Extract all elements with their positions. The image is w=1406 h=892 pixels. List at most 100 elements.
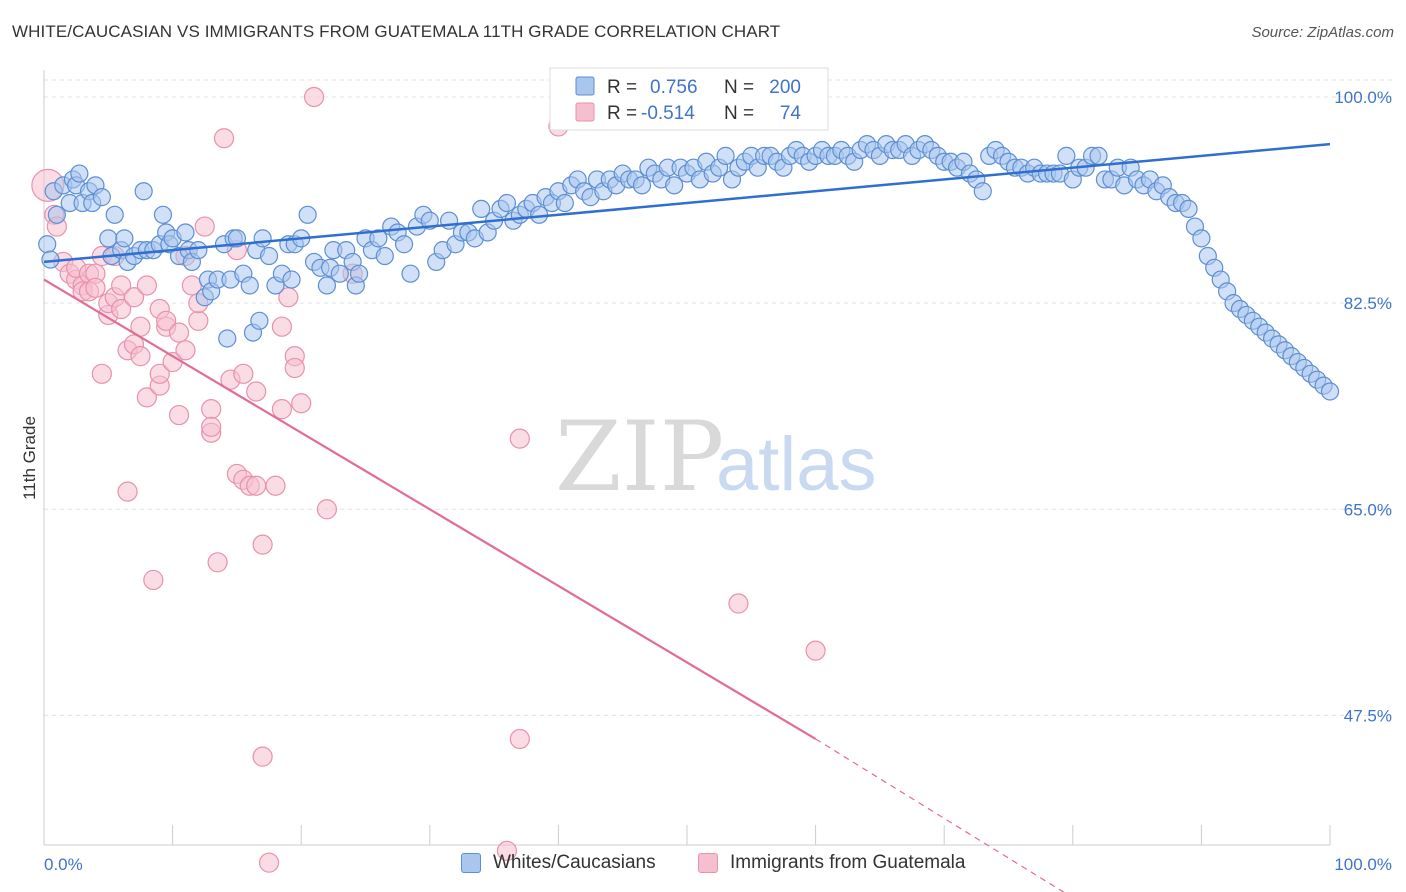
whites-point	[282, 270, 301, 289]
guatemala-point	[194, 216, 215, 237]
legend-swatch-whites	[461, 853, 481, 873]
legend-swatch-guatemala	[698, 853, 718, 873]
whites-point	[632, 176, 652, 195]
whites-point	[298, 205, 317, 224]
whites-point	[394, 235, 414, 254]
guatemala-point	[168, 322, 190, 343]
legend-swatch-blue	[575, 76, 595, 96]
guatemala-point	[496, 840, 518, 861]
whites-point	[250, 311, 269, 330]
whites-point	[472, 199, 491, 219]
guatemala-trend-extension	[815, 738, 1065, 892]
watermark-atlas: atlas	[716, 422, 877, 507]
whites-point	[665, 176, 684, 195]
y-tick-label: 65.0%	[1344, 500, 1392, 519]
guatemala-point	[111, 298, 132, 320]
whites-point	[134, 182, 153, 201]
whites-point	[105, 205, 124, 224]
guatemala-point	[233, 363, 254, 384]
whites-point	[349, 264, 369, 283]
watermark-zip: ZIP	[555, 401, 724, 513]
guatemala-point	[265, 475, 286, 496]
guatemala-point	[111, 275, 132, 296]
legend-n-value-1: 200	[769, 77, 801, 98]
series-whites-caucasians-points	[38, 135, 1340, 401]
legend-n-value-2: 74	[780, 103, 802, 124]
guatemala-point	[136, 275, 157, 296]
whites-point	[218, 329, 237, 348]
guatemala-point	[168, 404, 190, 426]
guatemala-point	[130, 346, 151, 367]
legend-r-label-2: R =	[607, 103, 637, 124]
whites-point	[70, 164, 89, 183]
guatemala-point	[201, 416, 222, 437]
y-axis-tick-labels: 47.5% 65.0% 82.5% 100.0%	[1334, 88, 1392, 725]
legend-item-whites: Whites/Caucasians	[461, 852, 656, 874]
guatemala-point	[271, 399, 293, 420]
bottom-legend: Whites/Caucasians Immigrants from Guatem…	[0, 852, 1406, 878]
guatemala-point	[117, 481, 138, 502]
legend-r-label-1: R =	[607, 77, 637, 98]
chart-title: WHITE/CAUCASIAN VS IMMIGRANTS FROM GUATE…	[12, 22, 781, 41]
whites-point	[92, 188, 111, 207]
y-tick-label: 82.5%	[1344, 294, 1392, 313]
guatemala-point	[91, 363, 112, 384]
legend-item-guatemala: Immigrants from Guatemala	[698, 852, 965, 874]
legend-n-label-1: N =	[724, 77, 754, 98]
whites-point	[176, 223, 195, 242]
watermark: ZIP atlas	[555, 401, 877, 513]
guatemala-point	[246, 381, 267, 402]
guatemala-point	[123, 287, 145, 308]
guatemala-point	[509, 428, 530, 449]
whites-point	[189, 241, 208, 260]
guatemala-point	[188, 310, 209, 331]
guatemala-point	[316, 499, 338, 520]
whites-point	[1179, 199, 1198, 219]
x-tick-label-min: 0.0%	[44, 855, 83, 874]
whites-point	[317, 276, 337, 295]
whites-point	[1192, 229, 1211, 248]
whites-point	[259, 246, 279, 266]
whites-point	[1320, 382, 1340, 401]
chart-source: Source: ZipAtlas.com	[1251, 24, 1394, 41]
guatemala-point	[509, 728, 530, 750]
correlation-legend: R = 0.756 N = 200 R = -0.514 N = 74	[549, 67, 829, 131]
legend-label-whites: Whites/Caucasians	[493, 852, 656, 873]
whites-point	[497, 193, 517, 213]
guatemala-point	[175, 340, 196, 361]
whites-point	[369, 229, 388, 248]
whites-point	[1057, 146, 1076, 165]
whites-point	[973, 182, 992, 201]
whites-point	[47, 205, 66, 224]
whites-point	[253, 229, 272, 248]
guatemala-point	[303, 86, 325, 108]
x-axis-ticks	[43, 825, 1331, 845]
whites-trend-line	[43, 142, 1331, 264]
legend-box	[549, 67, 829, 131]
trend-lines	[43, 142, 1331, 892]
whites-point	[401, 264, 420, 283]
y-axis-label: 11th Grade	[20, 416, 39, 500]
whites-point	[330, 264, 349, 283]
whites-point	[115, 229, 134, 248]
whites-point	[375, 246, 394, 266]
guatemala-point	[284, 357, 305, 379]
guatemala-point	[728, 593, 749, 614]
legend-label-guatemala: Immigrants from Guatemala	[730, 852, 966, 873]
whites-point	[240, 276, 259, 295]
guatemala-point	[207, 552, 228, 573]
whites-point	[1089, 146, 1108, 165]
whites-point	[716, 146, 735, 165]
legend-r-value-1: 0.756	[650, 77, 698, 98]
x-tick-label-max: 100.0%	[1334, 855, 1392, 874]
guatemala-point	[252, 746, 273, 767]
guatemala-point	[136, 387, 157, 408]
guatemala-point	[201, 399, 222, 420]
whites-point	[153, 205, 173, 224]
whites-point	[555, 193, 574, 213]
legend-swatch-pink	[575, 102, 595, 122]
legend-r-value-2: -0.514	[641, 103, 695, 124]
guatemala-point	[258, 852, 280, 873]
whites-point	[38, 235, 57, 254]
guatemala-point	[271, 316, 293, 337]
